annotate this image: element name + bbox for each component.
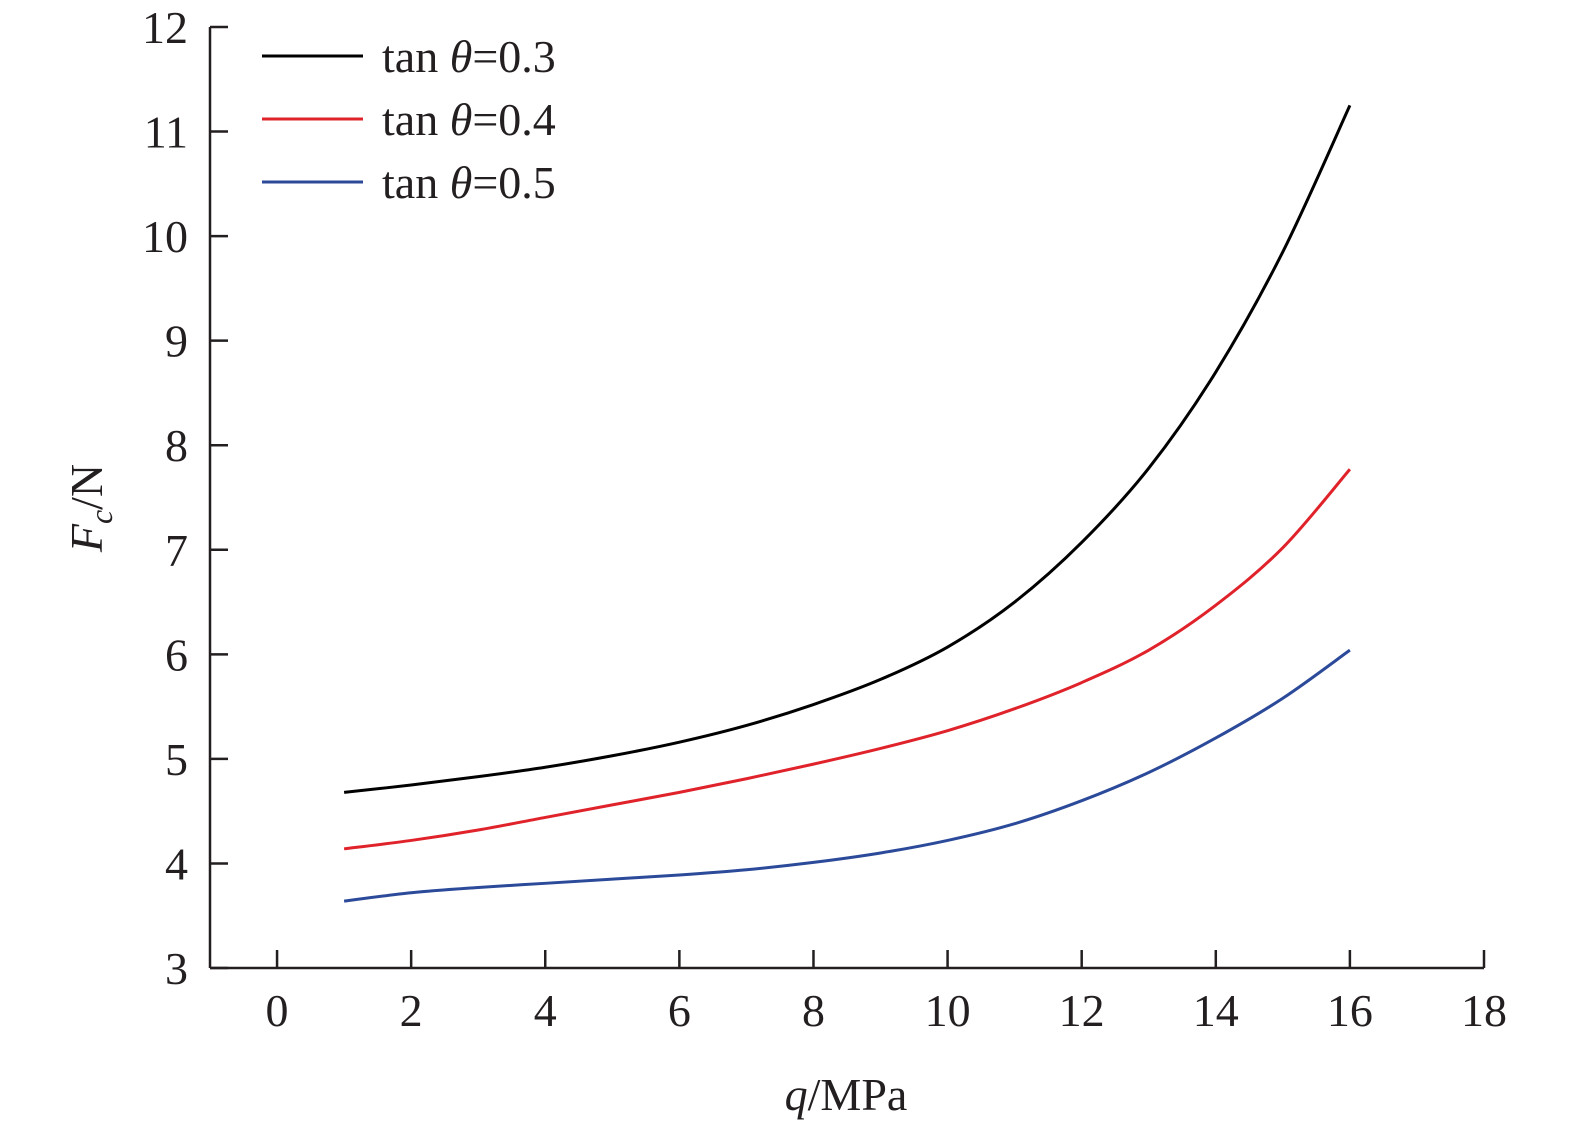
y-tick-label: 7 <box>165 525 188 576</box>
legend: tan θ=0.3 tan θ=0.4 tan θ=0.5 <box>262 31 556 208</box>
legend-label: tan θ=0.5 <box>382 157 556 208</box>
x-axis-label: q/MPa <box>785 1069 908 1120</box>
legend-label: tan θ=0.4 <box>382 94 556 145</box>
series-line-3 <box>343 648 1351 903</box>
y-tick-label: 10 <box>142 211 188 262</box>
x-tick-label: 6 <box>668 985 691 1036</box>
y-tick-label: 11 <box>144 107 188 158</box>
x-tick-label: 4 <box>534 985 557 1036</box>
x-tick-label: 8 <box>802 985 825 1036</box>
x-tick-label: 12 <box>1059 985 1105 1036</box>
legend-label: tan θ=0.3 <box>382 31 556 82</box>
tick-labels: 0 2 4 6 8 10 12 14 16 18 3 4 5 6 7 8 9 10 11 12 <box>142 2 1507 1036</box>
y-tick-label: 5 <box>165 734 188 785</box>
y-axis-label: Fc/N <box>61 464 119 553</box>
series-lines <box>343 104 1352 903</box>
x-tick-label: 16 <box>1327 985 1373 1036</box>
series-line-2 <box>343 468 1352 851</box>
x-tick-label: 2 <box>400 985 423 1036</box>
x-tick-label: 0 <box>266 985 289 1036</box>
series-line-1 <box>343 104 1352 794</box>
x-tick-label: 10 <box>925 985 971 1036</box>
y-tick-label: 4 <box>165 838 188 889</box>
y-tick-label: 12 <box>142 2 188 53</box>
axes <box>208 25 1486 970</box>
y-tick-label: 3 <box>165 943 188 994</box>
y-tick-label: 6 <box>165 629 188 680</box>
x-tick-label: 14 <box>1193 985 1239 1036</box>
y-tick-label: 9 <box>165 316 188 367</box>
x-tick-label: 18 <box>1461 985 1507 1036</box>
y-tick-label: 8 <box>165 420 188 471</box>
